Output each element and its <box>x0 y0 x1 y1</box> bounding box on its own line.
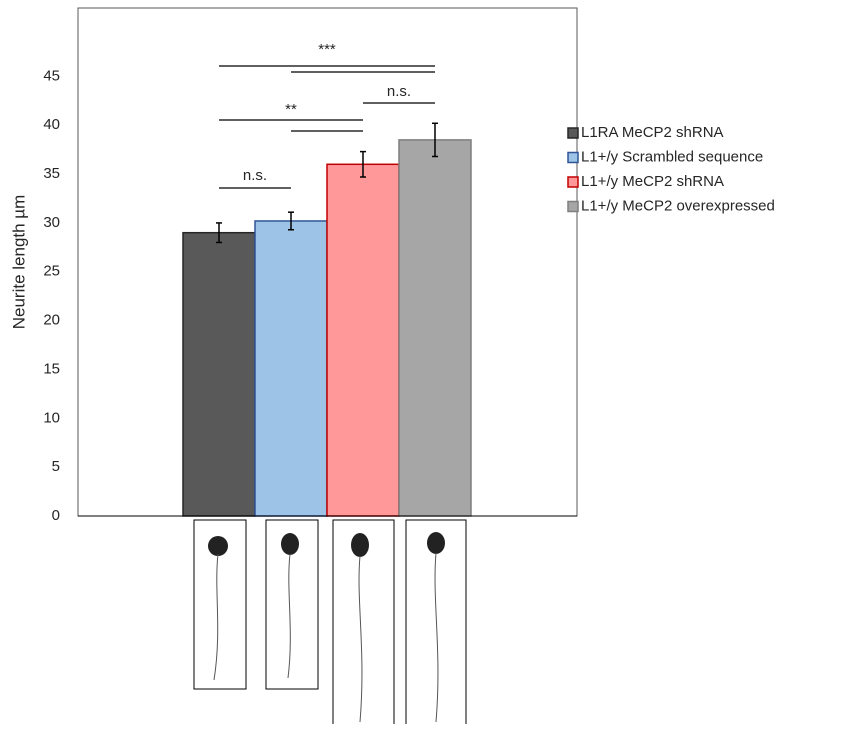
significance-label: n.s. <box>387 83 411 100</box>
cell-body <box>208 536 228 556</box>
significance-label: n.s. <box>243 167 267 184</box>
y-tick-label: 15 <box>43 360 60 377</box>
neurite <box>214 554 218 680</box>
legend-label: L1+/y MeCP2 overexpressed <box>581 197 775 214</box>
y-tick-label: 25 <box>43 263 60 280</box>
y-tick-label: 30 <box>43 214 60 231</box>
y-tick-label: 20 <box>43 312 60 329</box>
neurite <box>288 554 290 678</box>
neurite <box>435 553 438 722</box>
legend-label: L1RA MeCP2 shRNA <box>581 124 724 141</box>
y-tick-label: 10 <box>43 409 60 426</box>
bar <box>399 140 471 516</box>
cell-body <box>351 533 369 557</box>
significance-label: ** <box>285 101 297 118</box>
y-tick-label: 0 <box>52 507 60 524</box>
bar <box>255 221 327 516</box>
y-tick-label: 5 <box>52 458 60 475</box>
y-tick-label: 35 <box>43 165 60 182</box>
cell-body <box>281 533 299 555</box>
y-axis-label: Neurite length µm <box>9 195 28 330</box>
chart: Neurite length µm 0 5 10 15 20 25 30 35 40 45 n.s.… <box>0 0 867 724</box>
legend-swatch <box>568 153 578 163</box>
bar <box>327 164 399 516</box>
significance-label: *** <box>318 41 336 58</box>
neurite <box>359 556 362 722</box>
y-tick-label: 40 <box>43 116 60 133</box>
y-tick-label: 45 <box>43 67 60 84</box>
legend-label: L1+/y MeCP2 shRNA <box>581 173 724 190</box>
cell-body <box>427 532 445 554</box>
legend-swatch <box>568 177 578 187</box>
neuron-images <box>194 520 466 724</box>
bar <box>183 233 255 516</box>
legend-label: L1+/y Scrambled sequence <box>581 148 763 165</box>
legend-swatch <box>568 128 578 138</box>
legend-swatch <box>568 202 578 212</box>
